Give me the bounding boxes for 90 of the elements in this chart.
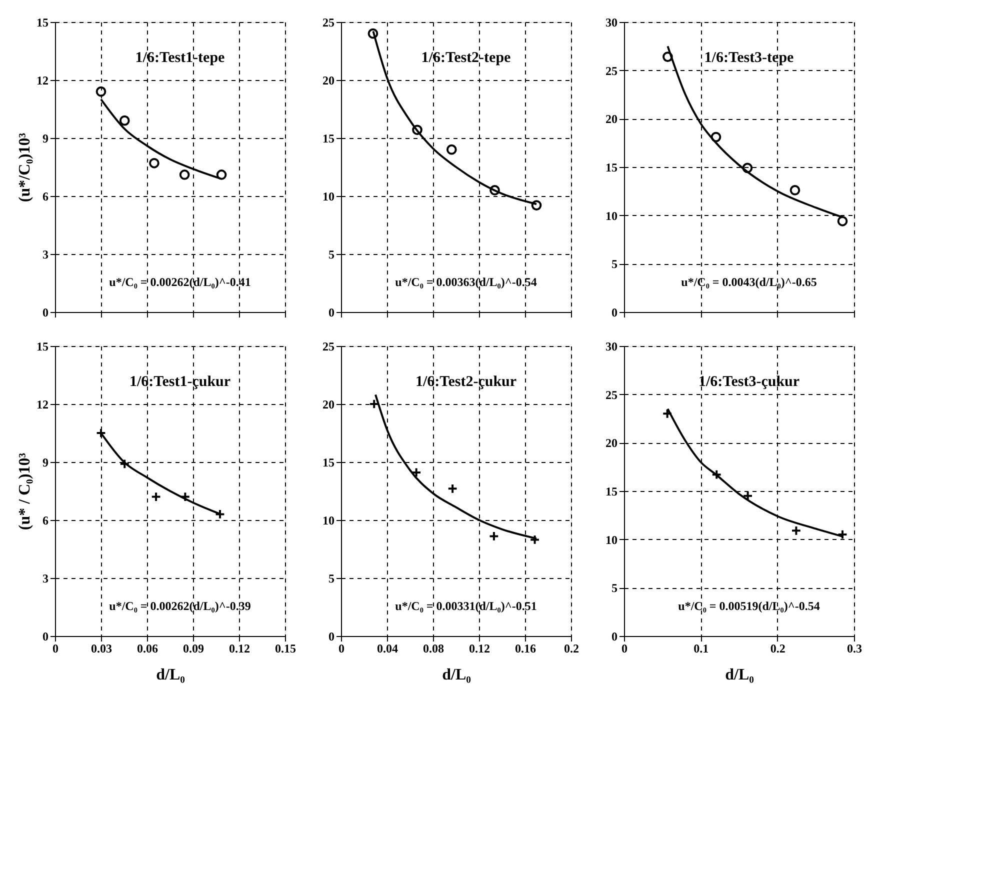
y-tick-label: 5 (612, 257, 618, 272)
y-tick-label: 5 (612, 581, 618, 596)
point (490, 185, 500, 196)
text: 1/6:Test3-çukur (698, 374, 800, 390)
y-tick-label: 25 (606, 388, 618, 402)
x-tick-label: 0.06 (137, 642, 158, 656)
y-tick-label: 3 (42, 572, 48, 586)
y-tick-label: 3 (42, 248, 48, 262)
x-tick-label: 0.03 (91, 642, 112, 656)
y-tick-label: 15 (322, 132, 334, 146)
y-tick-label: 15 (36, 16, 48, 30)
y-tick-label: 10 (606, 208, 618, 223)
x-tick-label: 0.09 (183, 642, 204, 656)
y-tick-label: 5 (328, 248, 334, 262)
y-tick-label: 5 (328, 572, 334, 586)
point (179, 170, 190, 180)
y-tick-label: 20 (606, 436, 618, 450)
point (216, 170, 227, 180)
y-tick-label: 0 (42, 630, 48, 644)
y-tick-label: 9 (42, 456, 48, 470)
annotation: u*/C₀ = 0.00262(d/L₀)^-0.41 (109, 275, 251, 289)
x-tick-label: 0 (338, 642, 344, 656)
x-tick-label: 0.2 (564, 642, 579, 656)
annotation: u*/C₀ = 0.00262(d/L₀)^-0.39 (109, 599, 251, 613)
x-tick-label: 0.12 (469, 642, 490, 656)
x-tick-label: 0.16 (515, 642, 536, 656)
y-tick-label: 10 (322, 190, 334, 204)
y-tick-label: 20 (322, 74, 334, 88)
point (662, 52, 673, 62)
point (150, 492, 162, 502)
x-axis-title: d/L₀ (725, 666, 754, 684)
x-tick-label: 0.3 (847, 642, 862, 656)
point (837, 216, 848, 226)
y-tick-label: 0 (612, 630, 618, 644)
x-tick-label: 0.15 (275, 642, 296, 656)
y-tick-label: 25 (322, 340, 334, 354)
text: 1/6:Test1-tepe (135, 50, 226, 66)
x-tick-label: 0.1 (694, 642, 709, 656)
annotation: u*/C₀ = 0.0043(d/L₀)^-0.65 (681, 275, 817, 289)
x-tick-label: 0.12 (229, 642, 250, 656)
point (710, 132, 722, 142)
point (119, 115, 130, 126)
x-axis-title: d/L₀ (156, 666, 186, 684)
x-tick-label: 0.08 (423, 642, 444, 656)
y-tick-label: 10 (606, 532, 618, 547)
x-tick-label: 0 (52, 642, 58, 656)
point (412, 124, 422, 136)
point (790, 185, 800, 196)
point (531, 200, 542, 210)
point (791, 525, 802, 536)
point (446, 144, 457, 155)
annotation: u*/C₀ = 0.00519(d/L₀)^-0.54 (678, 599, 820, 613)
point (742, 162, 753, 174)
y-tick-label: 12 (36, 74, 48, 88)
y-tick-label: 0 (42, 306, 48, 320)
y-tick-label: 6 (42, 514, 48, 528)
annotation: u*/C₀ = 0.00363(d/L₀)^-0.54 (395, 275, 537, 289)
text: 1/6:Test2-çukur (415, 374, 517, 390)
y-tick-label: 15 (36, 340, 48, 354)
y-tick-label: 0 (328, 306, 334, 320)
text: 1/6:Test3-tepe (704, 50, 794, 66)
point (488, 531, 500, 542)
annotation: u*/C₀ = 0.00331(d/L₀)^-0.51 (395, 599, 537, 613)
y-tick-label: 15 (322, 456, 334, 470)
point (149, 158, 160, 168)
y-tick-label: 20 (606, 112, 618, 126)
y-tick-label: 30 (606, 340, 618, 354)
x-tick-label: 0.04 (377, 642, 398, 656)
y-tick-label: 20 (322, 398, 334, 412)
y-tick-label: 6 (42, 190, 48, 204)
y-tick-label: 0 (328, 630, 334, 644)
point (368, 28, 378, 39)
x-tick-label: 0 (622, 642, 628, 656)
x-tick-label: 0.2 (770, 642, 786, 656)
y-axis-title: (u* / C₀)10³ (16, 452, 34, 530)
y-tick-label: 10 (322, 514, 334, 528)
y-tick-label: 25 (606, 64, 618, 78)
y-axis-title: (u*/C₀)10³ (16, 132, 34, 202)
x-axis-title: d/L₀ (442, 666, 472, 684)
y-tick-label: 0 (612, 306, 618, 320)
y-tick-label: 9 (42, 132, 48, 146)
y-tick-label: 12 (36, 398, 48, 412)
y-tick-label: 15 (606, 484, 618, 498)
point (96, 86, 106, 97)
y-tick-label: 15 (606, 160, 618, 174)
y-tick-label: 25 (322, 16, 334, 30)
point (447, 483, 458, 494)
y-tick-label: 30 (606, 16, 618, 30)
text: 1/6:Test1-çukur (129, 374, 231, 390)
text: 1/6:Test2-tepe (421, 50, 512, 66)
